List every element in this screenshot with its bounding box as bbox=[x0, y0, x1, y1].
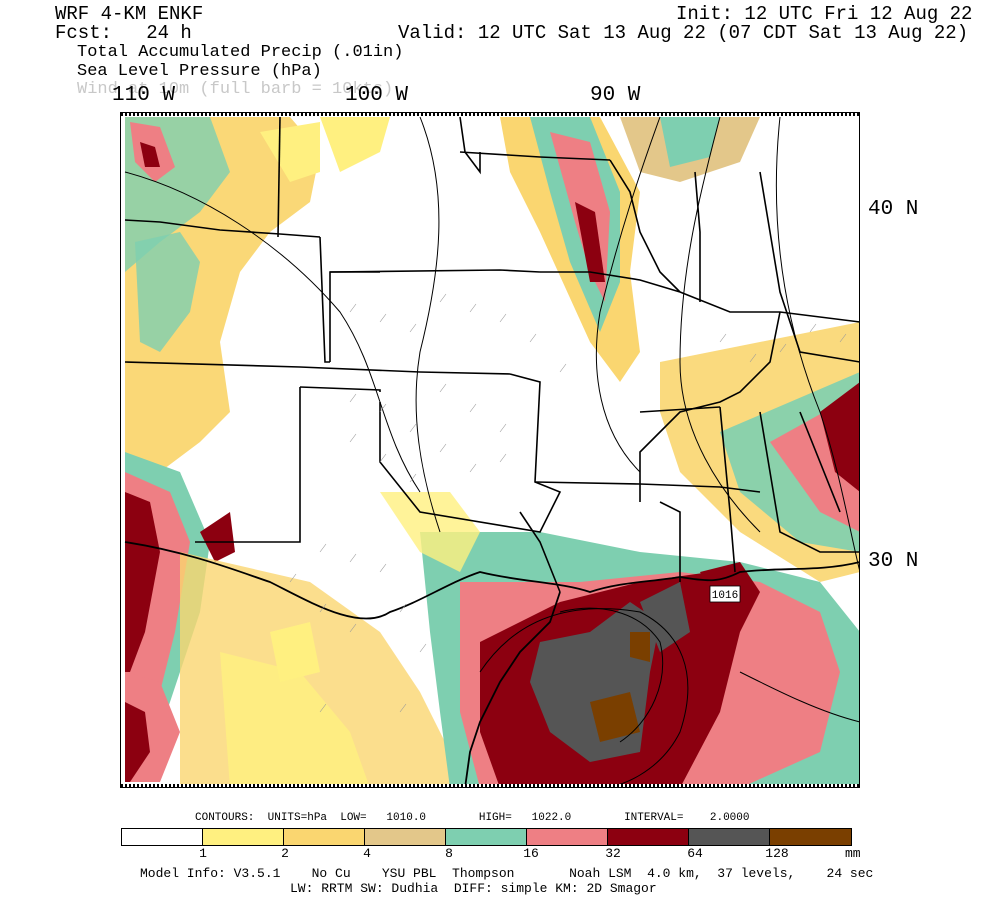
init-time: Init: 12 UTC Fri 12 Aug 22 bbox=[676, 3, 973, 25]
colorbar-segment bbox=[122, 829, 203, 845]
colorbar-unit: mm bbox=[845, 846, 861, 861]
colorbar-label: 1 bbox=[199, 846, 207, 861]
wind-barbs bbox=[289, 293, 847, 713]
slp-contours bbox=[124, 116, 860, 788]
model-title: WRF 4-KM ENKF bbox=[55, 3, 204, 25]
pressure-value-label: 1016 bbox=[712, 590, 738, 602]
colorbar-segment bbox=[446, 829, 527, 845]
field-precip-label: Total Accumulated Precip (.01in) bbox=[77, 43, 404, 62]
colorbar-label: 4 bbox=[363, 846, 371, 861]
frame-ticks-top bbox=[120, 112, 860, 116]
lon-label-90w: 90 W bbox=[590, 84, 641, 107]
colorbar-label: 128 bbox=[765, 846, 789, 861]
colorbar-segment bbox=[284, 829, 365, 845]
colorbar-label: 32 bbox=[605, 846, 621, 861]
colorbar-segment bbox=[203, 829, 284, 845]
colorbar-segment bbox=[689, 829, 770, 845]
state-borders bbox=[124, 116, 860, 788]
colorbar-segment bbox=[608, 829, 689, 845]
colorbar-label: 2 bbox=[281, 846, 289, 861]
colorbar-segment bbox=[527, 829, 608, 845]
colorbar-label: 8 bbox=[445, 846, 453, 861]
colorbar-label: 16 bbox=[523, 846, 539, 861]
field-slp-label: Sea Level Pressure (hPa) bbox=[77, 62, 322, 81]
frame-ticks-bottom bbox=[120, 784, 860, 788]
contour-info: CONTOURS: UNITS=hPa LOW= 1010.0 HIGH= 10… bbox=[195, 812, 750, 824]
lon-label-110w: 110 W bbox=[112, 84, 176, 107]
colorbar-label: 64 bbox=[687, 846, 703, 861]
colorbar-segment bbox=[770, 829, 851, 845]
lat-label-30n: 30 N bbox=[868, 550, 919, 573]
precip-map: 1016 bbox=[120, 112, 860, 788]
precip-field bbox=[125, 117, 860, 788]
colorbar-segment bbox=[365, 829, 446, 845]
precip-colorbar bbox=[121, 828, 852, 846]
lon-label-100w: 100 W bbox=[345, 84, 409, 107]
valid-time: Valid: 12 UTC Sat 13 Aug 22 (07 CDT Sat … bbox=[398, 22, 969, 44]
model-info-line2: LW: RRTM SW: Dudhia DIFF: simple KM: 2D … bbox=[290, 881, 657, 896]
forecast-hour: Fcst: 24 h bbox=[55, 22, 192, 44]
field-wind-label: Wind at 10m (full barb = 10kts) bbox=[77, 80, 394, 99]
lat-label-40n: 40 N bbox=[868, 198, 919, 221]
pressure-label-box: 1016 bbox=[709, 585, 741, 603]
model-info-line1: Model Info: V3.5.1 No Cu YSU PBL Thompso… bbox=[140, 866, 874, 881]
